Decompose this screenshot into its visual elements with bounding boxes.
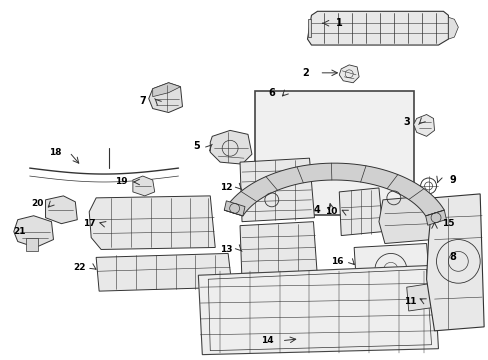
Polygon shape (198, 265, 438, 355)
Polygon shape (406, 283, 436, 311)
Text: 8: 8 (448, 252, 455, 262)
Text: 20: 20 (31, 199, 44, 208)
Text: 10: 10 (325, 207, 337, 216)
Polygon shape (133, 176, 154, 196)
Text: 19: 19 (114, 177, 127, 186)
Text: 7: 7 (139, 96, 146, 105)
Polygon shape (339, 188, 382, 235)
Polygon shape (240, 158, 314, 222)
Polygon shape (447, 17, 457, 39)
Polygon shape (413, 114, 434, 136)
Text: 12: 12 (220, 184, 232, 193)
Polygon shape (152, 83, 180, 96)
Text: 16: 16 (330, 257, 343, 266)
Text: 3: 3 (403, 117, 409, 127)
Text: 6: 6 (268, 88, 275, 98)
Polygon shape (89, 196, 215, 249)
Polygon shape (307, 11, 447, 45)
Text: 2: 2 (302, 68, 308, 78)
Text: 14: 14 (261, 336, 274, 345)
Polygon shape (426, 194, 483, 331)
Text: 21: 21 (14, 227, 26, 236)
Polygon shape (148, 83, 182, 113)
Text: 15: 15 (441, 219, 454, 228)
Polygon shape (224, 163, 444, 216)
Text: 17: 17 (83, 219, 95, 228)
Polygon shape (378, 196, 432, 243)
Polygon shape (240, 222, 317, 281)
Polygon shape (14, 216, 53, 247)
Polygon shape (96, 253, 232, 291)
Text: 22: 22 (73, 263, 85, 272)
Polygon shape (425, 210, 446, 225)
Polygon shape (210, 130, 251, 164)
Polygon shape (224, 201, 244, 216)
Text: 11: 11 (404, 297, 416, 306)
Text: 18: 18 (49, 148, 61, 157)
Text: 13: 13 (220, 245, 232, 254)
Polygon shape (429, 239, 469, 283)
Text: 9: 9 (448, 175, 455, 185)
Bar (254, 91, 413, 215)
Polygon shape (26, 238, 38, 251)
Text: 5: 5 (193, 141, 199, 151)
Polygon shape (45, 196, 77, 224)
Text: 4: 4 (313, 205, 320, 215)
Polygon shape (353, 243, 429, 295)
Polygon shape (307, 19, 311, 37)
Text: 1: 1 (335, 18, 342, 28)
Polygon shape (339, 65, 358, 83)
